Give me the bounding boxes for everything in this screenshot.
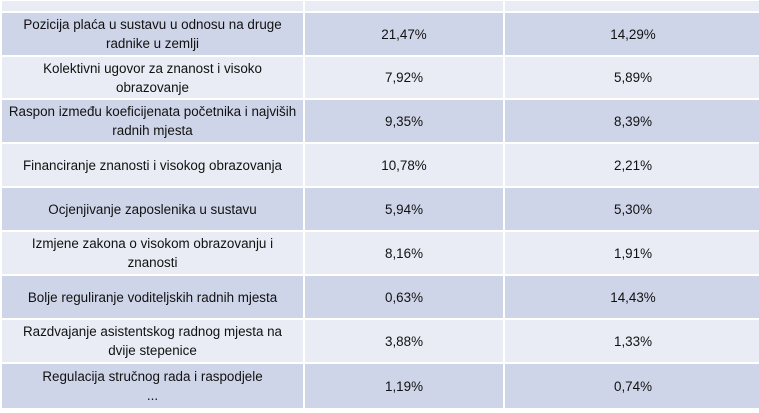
value-cell-1: 3,88% <box>303 318 505 364</box>
value-cell-2: 2,21% <box>503 142 759 188</box>
row-label-cell: Kolektivni ugovor za znanost i visoko ob… <box>0 55 305 100</box>
row-label-cell: Izmjene zakona o visokom obrazovanju i z… <box>0 230 305 276</box>
value-cell-2: 8,39% <box>503 98 759 144</box>
table-row-partial-top <box>0 0 759 13</box>
table-cell <box>503 0 759 13</box>
value-cell-2: 0,74% <box>503 362 759 410</box>
row-label-cell: Pozicija plaća u sustavu u odnosu na dru… <box>0 11 305 57</box>
row-label-line2: ... <box>146 388 159 403</box>
row-label: Kolektivni ugovor za znanost i visoko ob… <box>43 60 262 95</box>
table-cell <box>0 0 305 13</box>
value-cell-1: 10,78% <box>303 142 505 188</box>
table-row: Izmjene zakona o visokom obrazovanju i z… <box>0 230 759 276</box>
value-cell-2: 5,89% <box>503 55 759 100</box>
row-label: Izmjene zakona o visokom obrazovanju i z… <box>31 236 274 270</box>
row-label: Bolje reguliranje voditeljskih radnih mj… <box>27 289 278 305</box>
value-cell-1: 7,92% <box>303 55 505 100</box>
row-label: Ocjenjivanje zaposlenika u sustavu <box>48 201 257 217</box>
value-cell-2: 1,91% <box>503 230 759 276</box>
table-row: Razdvajanje asistentskog radnog mjesta n… <box>0 318 759 364</box>
table-row: Raspon između koeficijenata početnika i … <box>0 98 759 144</box>
value-cell-1: 8,16% <box>303 230 505 276</box>
row-label: Financiranje znanosti i visokog obrazova… <box>22 157 283 173</box>
table-row: Pozicija plaća u sustavu u odnosu na dru… <box>0 11 759 57</box>
value-cell-2: 14,43% <box>503 274 759 320</box>
row-label-cell: Razdvajanje asistentskog radnog mjesta n… <box>0 318 305 364</box>
row-label-cell: Raspon između koeficijenata početnika i … <box>0 98 305 144</box>
table-row-partial-bottom: Regulacija stručnog rada i raspodjele...… <box>0 362 759 410</box>
row-label: Raspon između koeficijenata početnika i … <box>8 104 297 138</box>
table-row: Bolje reguliranje voditeljskih radnih mj… <box>0 274 759 320</box>
value-cell-1: 21,47% <box>303 11 505 57</box>
value-cell-2: 5,30% <box>503 186 759 232</box>
value-cell-2: 14,29% <box>503 11 759 57</box>
row-label-line1: Regulacija stručnog rada i raspodjele <box>42 369 263 384</box>
row-label-cell: Regulacija stručnog rada i raspodjele... <box>0 362 305 410</box>
row-label-cell: Bolje reguliranje voditeljskih radnih mj… <box>0 274 305 320</box>
row-label: Pozicija plaća u sustavu u odnosu na dru… <box>23 17 282 51</box>
row-label: Regulacija stručnog rada i raspodjele... <box>8 367 297 405</box>
row-label-cell: Ocjenjivanje zaposlenika u sustavu <box>0 186 305 232</box>
row-label-cell: Financiranje znanosti i visokog obrazova… <box>0 142 305 188</box>
value-cell-1: 1,19% <box>303 362 505 410</box>
table-row: Ocjenjivanje zaposlenika u sustavu 5,94%… <box>0 186 759 232</box>
value-cell-1: 0,63% <box>303 274 505 320</box>
value-cell-1: 9,35% <box>303 98 505 144</box>
value-cell-2: 1,33% <box>503 318 759 364</box>
table-row: Kolektivni ugovor za znanost i visoko ob… <box>0 55 759 100</box>
value-cell-1: 5,94% <box>303 186 505 232</box>
table-cell <box>303 0 505 13</box>
table-row: Financiranje znanosti i visokog obrazova… <box>0 142 759 188</box>
row-label: Razdvajanje asistentskog radnog mjesta n… <box>22 324 283 358</box>
